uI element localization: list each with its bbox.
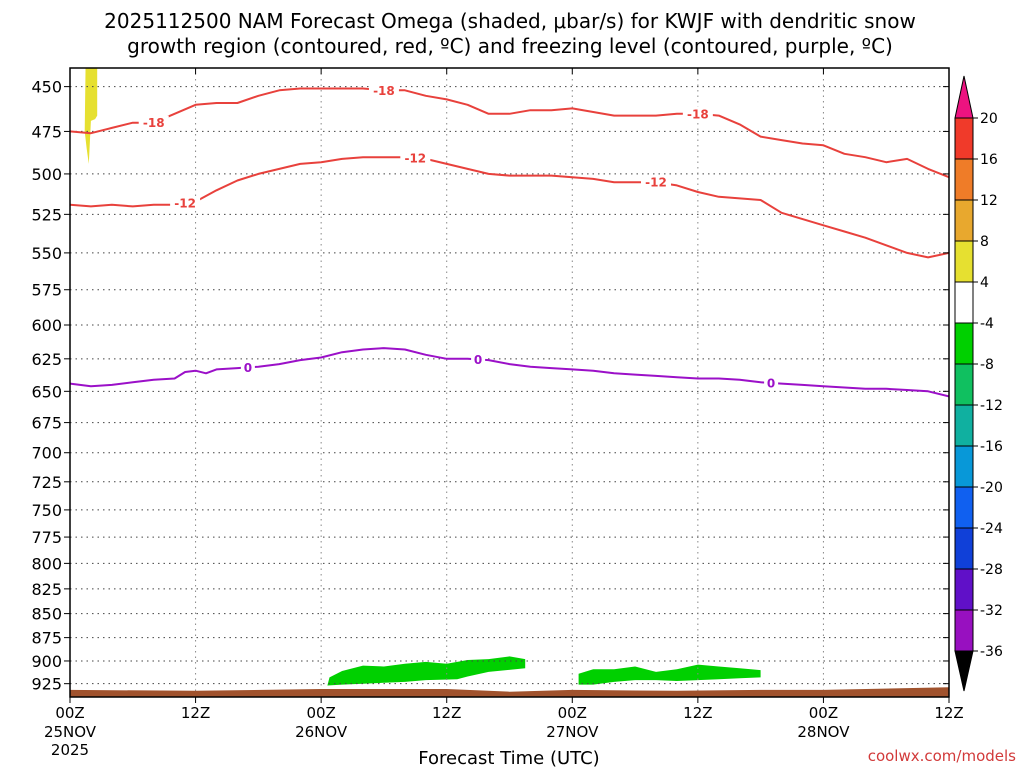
colorbar-box	[954, 363, 974, 406]
colorbar-tick-label: -8	[980, 357, 994, 373]
x-tick-label-date: 25NOV	[44, 723, 97, 741]
y-tick-label: 550	[31, 244, 62, 263]
y-tick-label: 575	[31, 281, 62, 300]
colorbar-box	[954, 158, 974, 201]
y-tick-label: 525	[31, 205, 62, 224]
colorbar-tick-label: 16	[980, 152, 998, 168]
y-tick-label: 475	[31, 122, 62, 141]
contour-label-bg	[471, 352, 486, 367]
colorbar-box	[954, 322, 974, 365]
colorbar-box	[954, 240, 974, 283]
colorbar-tick-label: 4	[980, 275, 989, 291]
colorbar-bottom-arrow	[954, 650, 974, 692]
y-tick-label: 700	[31, 444, 62, 463]
colorbar-box	[954, 199, 974, 242]
contour-label: -18	[143, 116, 165, 130]
colorbar-tick-label: 20	[980, 111, 998, 127]
contour-label-bg	[170, 196, 201, 211]
contour-label: -12	[645, 176, 667, 190]
colorbar-box	[954, 527, 974, 570]
y-tick-label: 650	[31, 382, 62, 401]
x-tick-label-date: 28NOV	[797, 723, 850, 741]
contour-label-bg	[368, 83, 399, 98]
y-tick-label: 450	[31, 78, 62, 97]
y-tick-label: 875	[31, 629, 62, 648]
colorbar-box	[954, 404, 974, 447]
shaded-region-2	[327, 656, 526, 686]
colorbar: 20 16 12 8 4 -4 -8 -12 -16 -20 -24 -28 -32 -36	[954, 75, 1003, 692]
y-tick-label: 900	[31, 652, 62, 671]
contour-label: 0	[767, 376, 775, 390]
contour-label-bg	[764, 375, 779, 390]
contour-line-3	[70, 347, 949, 398]
contour-label: 0	[474, 353, 482, 367]
contour-line-2	[70, 156, 949, 259]
contour-label: -18	[687, 107, 709, 121]
colorbar-tick-label: -4	[980, 316, 994, 332]
x-tick-label-time: 12Z	[683, 704, 712, 722]
colorbar-box	[954, 445, 974, 488]
plot-frame	[69, 67, 950, 698]
contour-label: -12	[174, 197, 196, 211]
colorbar-tick-label: -28	[980, 562, 1003, 578]
x-tick-label-time: 00Z	[558, 704, 587, 722]
plot-area: -18 -18 -18 -12 -12 -12 0 0 0 450 475 500 525 550 575 6…	[31, 67, 964, 759]
colorbar-box	[954, 281, 974, 324]
y-tick-label: 600	[31, 316, 62, 335]
x-tick-label-date: 27NOV	[546, 723, 599, 741]
contour-label-bg	[400, 151, 431, 166]
y-tick-label: 925	[31, 675, 62, 694]
plot-inner: -18 -18 -18 -12 -12 -12 0 0 0	[70, 68, 949, 697]
x-tick-label-year: 2025	[51, 741, 89, 759]
colorbar-tick-label: -32	[980, 603, 1003, 619]
colorbar-tick-label: -24	[980, 521, 1003, 537]
chart-title-line-1: 2025112500 NAM Forecast Omega (shaded, μ…	[104, 9, 916, 33]
contour-line-1	[70, 87, 949, 179]
contour-label: -18	[373, 84, 395, 98]
shaded-region-3	[578, 664, 761, 685]
colorbar-tick-label: -20	[980, 480, 1003, 496]
contour-label: 0	[244, 361, 252, 375]
contour-label-bg	[641, 175, 671, 190]
contour-label-bg	[138, 115, 169, 130]
x-tick-label-time: 00Z	[809, 704, 838, 722]
colorbar-tick-label: -12	[980, 398, 1003, 414]
y-tick-label: 750	[31, 501, 62, 520]
colorbar-box	[954, 568, 974, 611]
x-tick-label-time: 12Z	[934, 704, 963, 722]
terrain-ground	[70, 687, 949, 697]
x-tick-label-time: 00Z	[306, 704, 335, 722]
colorbar-box	[954, 117, 974, 160]
y-tick-label: 800	[31, 554, 62, 573]
x-tick-label-time: 12Z	[432, 704, 461, 722]
colorbar-top-arrow	[954, 75, 974, 119]
y-tick-label: 500	[31, 165, 62, 184]
x-axis-title: Forecast Time (UTC)	[418, 748, 599, 768]
x-tick-label-time: 00Z	[55, 704, 84, 722]
colorbar-tick-label: 12	[980, 193, 998, 209]
chart-title-line-2: growth region (contoured, red, ºC) and f…	[127, 34, 893, 58]
x-tick-label-date: 26NOV	[295, 723, 348, 741]
y-tick-label: 775	[31, 528, 62, 547]
y-tick-label: 675	[31, 414, 62, 433]
colorbar-box	[954, 486, 974, 529]
x-tick-label-time: 12Z	[181, 704, 210, 722]
y-tick-label: 850	[31, 605, 62, 624]
shaded-region-1	[84, 68, 98, 164]
colorbar-tick-label: -36	[980, 644, 1003, 660]
colorbar-tick-label: 8	[980, 234, 989, 250]
colorbar-box	[954, 609, 974, 652]
credit-text: coolwx.com/models	[868, 747, 1016, 765]
contour-label-bg	[682, 106, 713, 121]
colorbar-tick-label: -16	[980, 439, 1003, 455]
y-tick-label: 825	[31, 580, 62, 599]
y-tick-label: 725	[31, 473, 62, 492]
contour-label: -12	[404, 152, 426, 166]
contour-label-bg	[240, 360, 255, 375]
y-tick-label: 625	[31, 350, 62, 369]
